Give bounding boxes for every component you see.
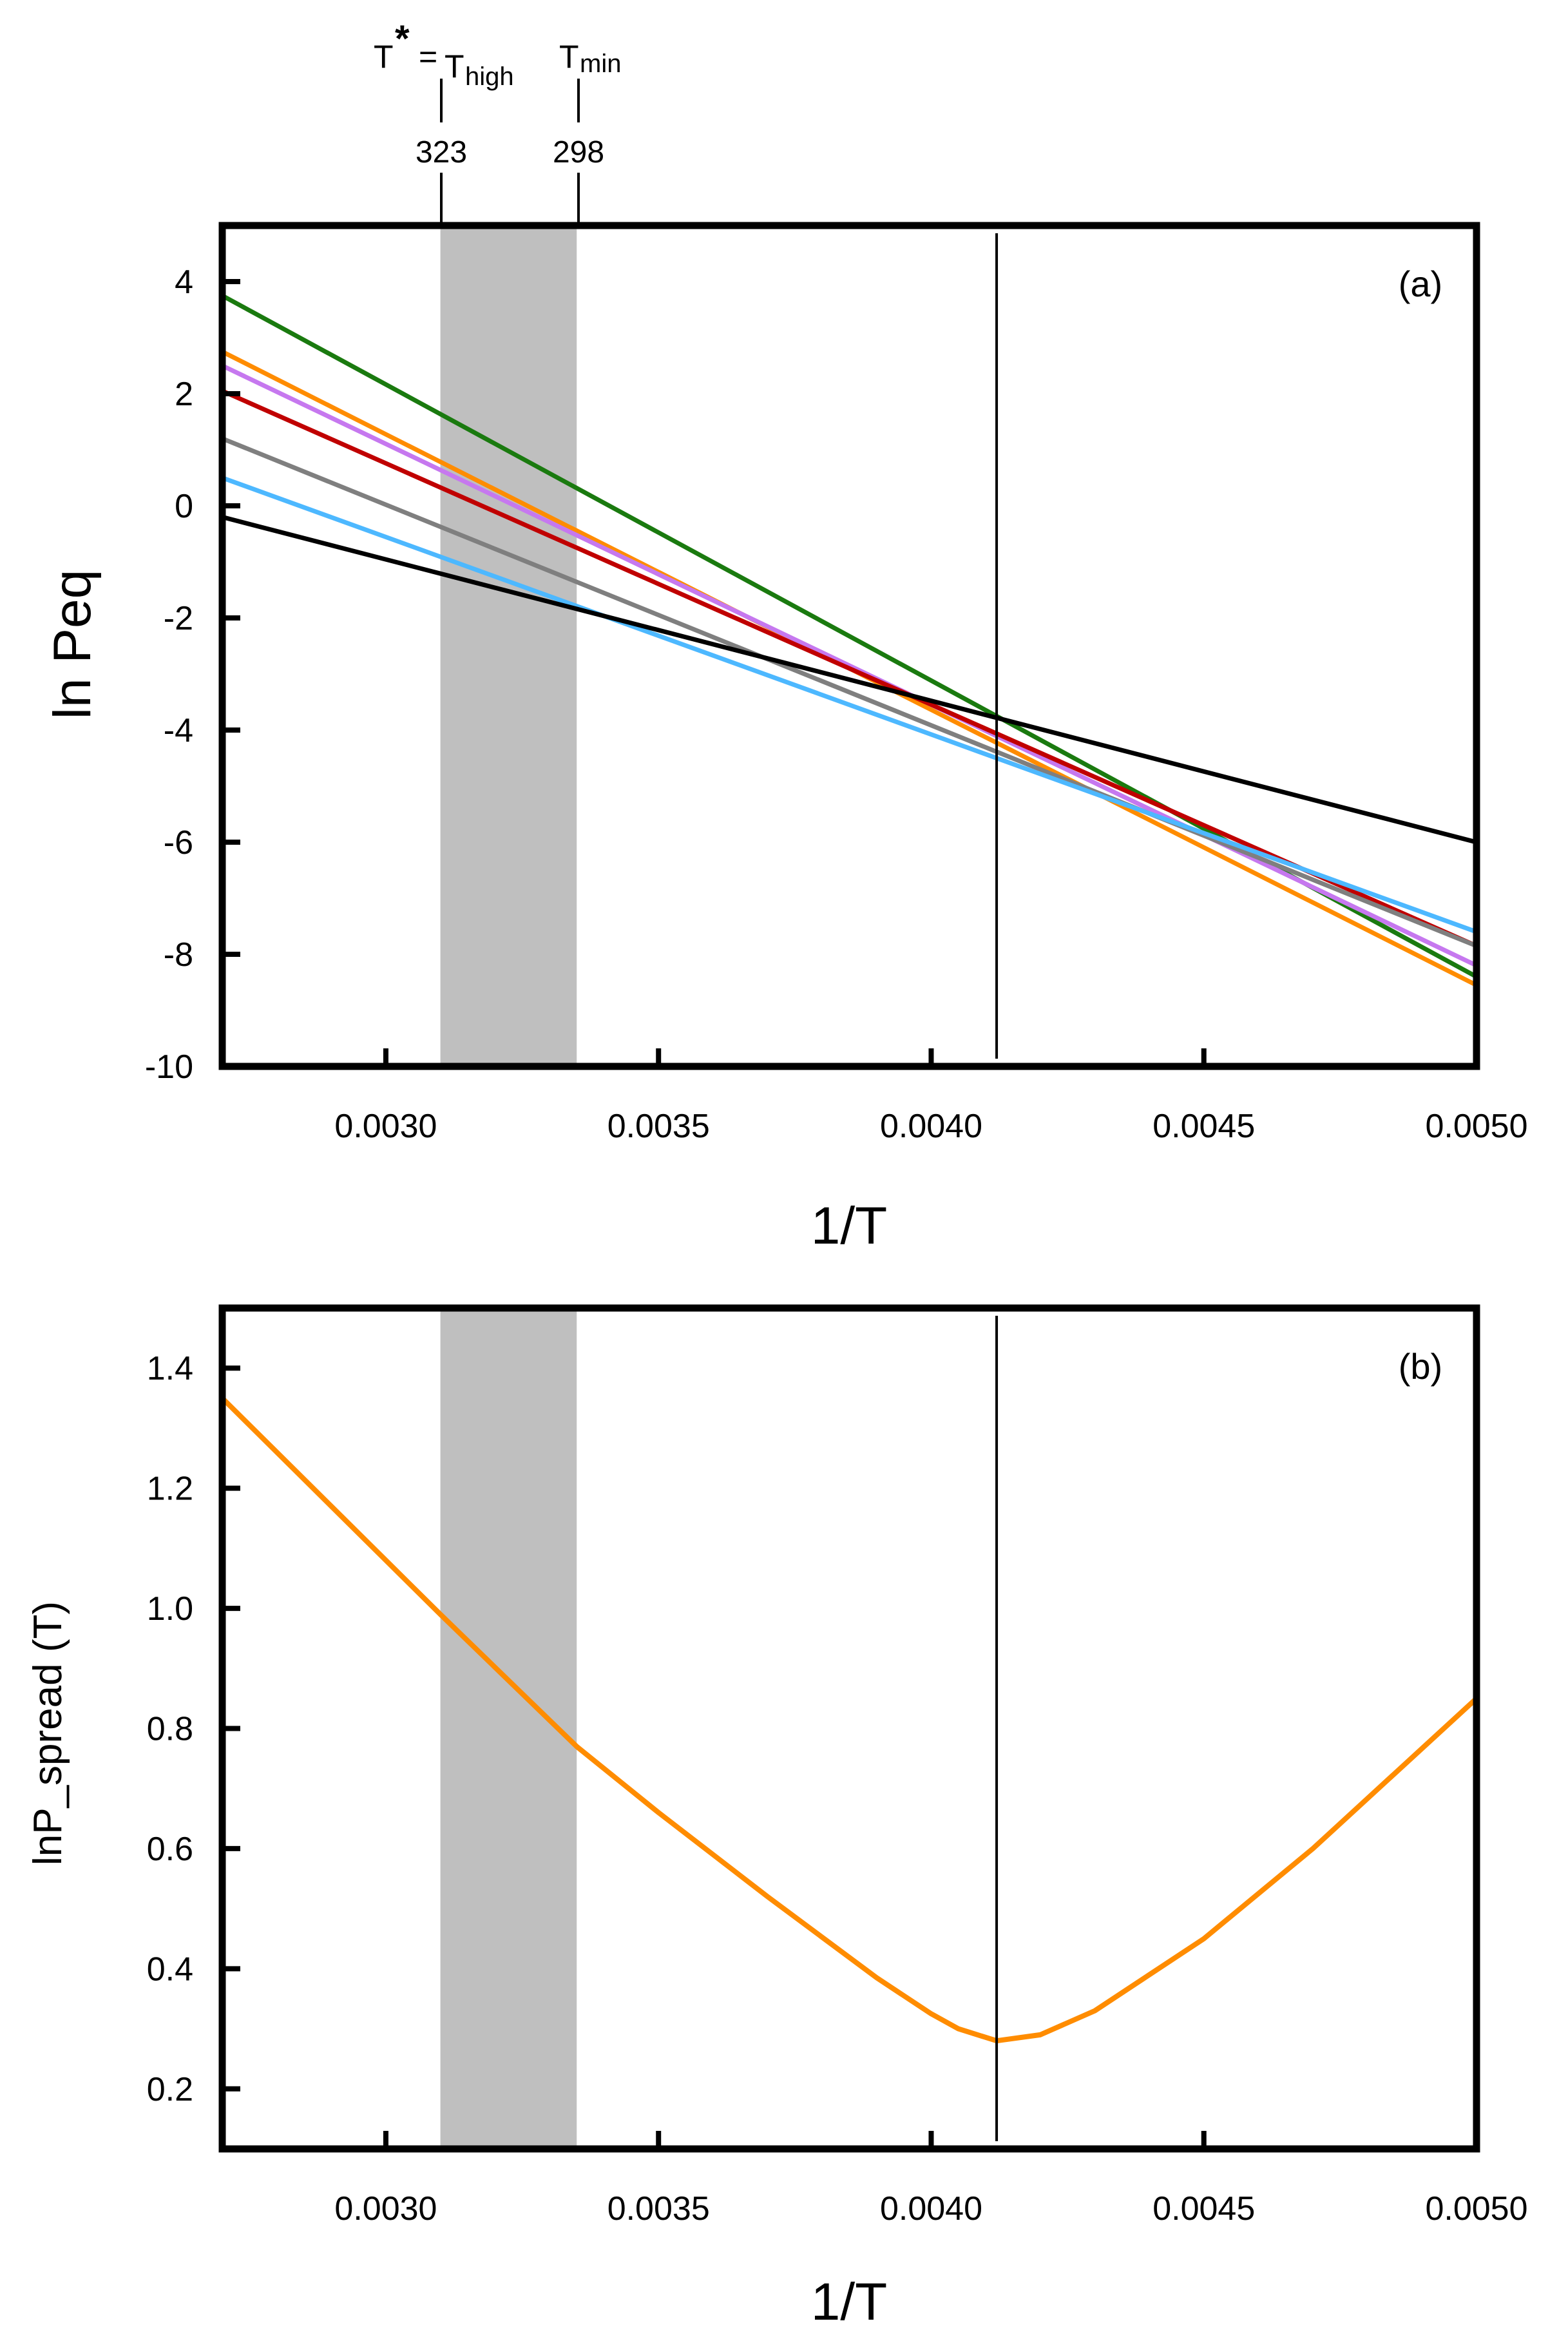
y-tick-label: 1.0 — [147, 1590, 193, 1628]
t-high-label: T — [445, 48, 464, 84]
x-ticks: 0.0030 0.0035 0.0040 0.0045 0.0050 — [334, 2131, 1528, 2228]
y-tick-label: 0.6 — [147, 1831, 193, 1868]
y-tick-label: 0.8 — [147, 1711, 193, 1748]
y-tick-label: 2 — [175, 376, 193, 413]
y-tick-label: -6 — [164, 824, 193, 861]
y-tick-label: 4 — [175, 264, 193, 301]
panel-tag: (a) — [1399, 264, 1442, 304]
x-tick-label: 0.0035 — [607, 1108, 710, 1145]
y-axis-title: ln Peq — [43, 570, 102, 720]
x-tick-label: 0.0030 — [334, 2190, 437, 2228]
plot-frame — [218, 1304, 1480, 2153]
series-line-purple — [222, 363, 1477, 968]
series-group — [222, 293, 1477, 988]
t-min-value: 298 — [553, 135, 604, 169]
t-star-label: T — [374, 39, 394, 75]
series-line-blue — [222, 476, 1477, 934]
t-min-subscript: min — [580, 50, 621, 78]
series-line-black — [222, 515, 1477, 845]
t-min-label: T — [559, 39, 579, 75]
plot-frame — [218, 222, 1480, 1070]
y-tick-label: -10 — [145, 1048, 193, 1086]
y-tick-label: -2 — [164, 600, 193, 637]
series-line-red — [222, 389, 1477, 948]
x-tick-label: 0.0040 — [880, 2190, 982, 2228]
y-ticks: 1.4 1.2 1.0 0.8 0.6 0.4 0.2 — [147, 1350, 240, 2108]
y-tick-label: -8 — [164, 936, 193, 974]
panel-b-chart: 0.0030 0.0035 0.0040 0.0045 0.0050 1.4 1.2 1.0… — [26, 1304, 1528, 2331]
temperature-annotation: T * = T high T min 323 298 — [374, 18, 621, 222]
x-tick-label: 0.0040 — [880, 1108, 982, 1145]
x-tick-label: 0.0035 — [607, 2190, 710, 2228]
y-axis-title: lnP_spread (T) — [26, 1601, 70, 1865]
series-group — [222, 1396, 1477, 2044]
t-high-subscript: high — [465, 63, 514, 91]
y-tick-label: 0 — [175, 488, 193, 525]
x-ticks: 0.0030 0.0035 0.0040 0.0045 0.0050 — [334, 1048, 1528, 1145]
y-tick-label: -4 — [164, 712, 193, 749]
y-tick-label: 1.2 — [147, 1470, 193, 1508]
t-high-value: 323 — [416, 135, 467, 169]
equals-sign: = — [419, 39, 437, 75]
shaded-band — [440, 226, 577, 1066]
x-tick-label: 0.0045 — [1152, 1108, 1255, 1145]
x-axis-title: 1/T — [811, 2273, 887, 2331]
shaded-band — [440, 1308, 577, 2149]
y-tick-label: 0.2 — [147, 2071, 193, 2108]
x-axis-title: 1/T — [811, 1197, 887, 1255]
x-tick-label: 0.0050 — [1425, 2190, 1527, 2228]
t-star-asterisk: * — [395, 18, 410, 60]
panel-a-chart: 0.0030 0.0035 0.0040 0.0045 0.0050 4 2 0 -2 -4 -6… — [43, 222, 1528, 1255]
y-ticks: 4 2 0 -2 -4 -6 -8 -10 — [145, 264, 240, 1086]
series-line-gray — [222, 436, 1477, 948]
panel-tag: (b) — [1399, 1346, 1442, 1387]
x-tick-label: 0.0030 — [334, 1108, 437, 1145]
series-line-lnP_spread — [222, 1396, 1477, 2044]
y-tick-label: 0.4 — [147, 1950, 193, 1988]
y-tick-label: 1.4 — [147, 1350, 193, 1387]
x-tick-label: 0.0050 — [1425, 1108, 1527, 1145]
x-tick-label: 0.0045 — [1152, 2190, 1255, 2228]
